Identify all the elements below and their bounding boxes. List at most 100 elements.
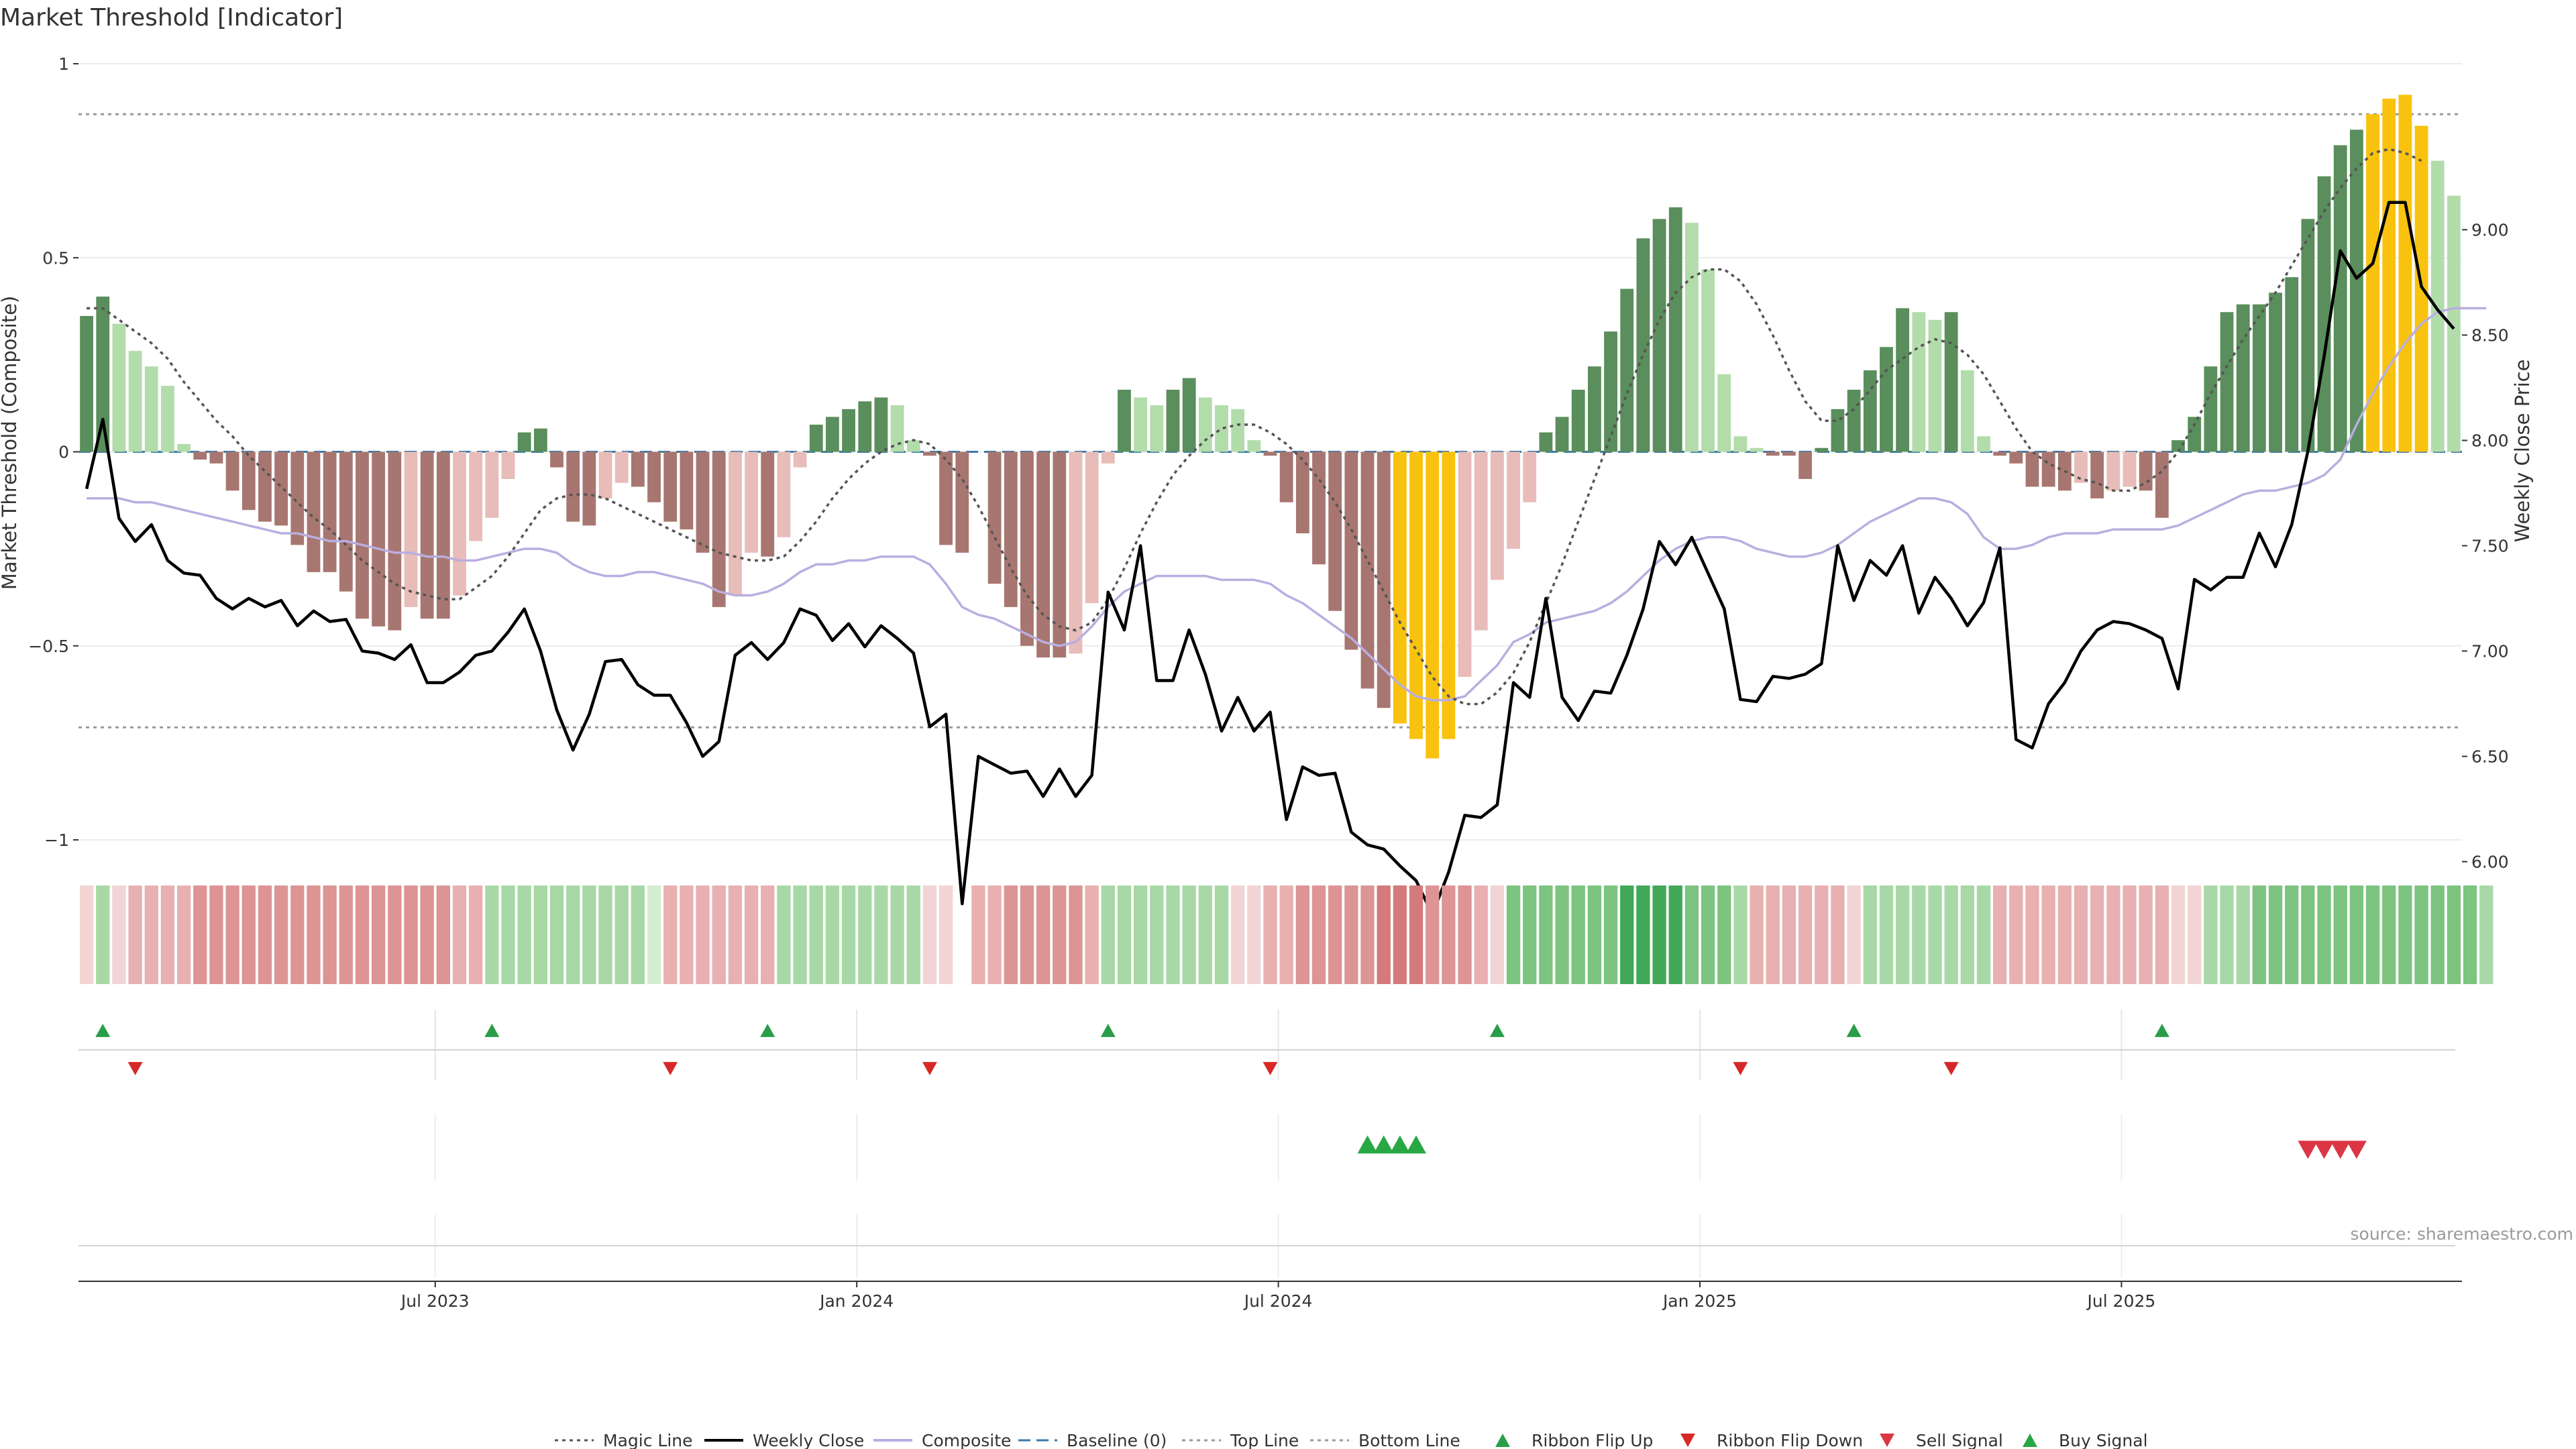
composite-bar bbox=[647, 451, 661, 502]
ribbon-cell bbox=[2041, 885, 2055, 984]
ribbon-cell bbox=[1847, 885, 1861, 984]
ribbon-cell bbox=[1231, 885, 1245, 984]
legend-label: Ribbon Flip Down bbox=[1717, 1431, 1863, 1449]
composite-bar bbox=[955, 451, 969, 553]
composite-bar bbox=[258, 451, 272, 522]
ribbon-cell bbox=[79, 885, 94, 984]
ribbon-cell bbox=[2317, 885, 2331, 984]
y-left-tick-label: −1 bbox=[44, 830, 69, 850]
ribbon-cell bbox=[1085, 885, 1099, 984]
ribbon-cell bbox=[1263, 885, 1277, 984]
legend-label: Baseline (0) bbox=[1067, 1431, 1167, 1449]
composite-bar bbox=[1977, 436, 1990, 452]
composite-bar bbox=[209, 451, 223, 464]
ribbon-cell bbox=[144, 885, 158, 984]
composite-bar bbox=[550, 451, 564, 468]
composite-bar bbox=[1198, 397, 1212, 452]
legend-item: Sell Signal bbox=[1880, 1431, 2003, 1449]
ribbon-cell bbox=[1442, 885, 1456, 984]
composite-bar bbox=[825, 417, 839, 452]
composite-bar bbox=[388, 451, 402, 631]
composite-bar bbox=[598, 451, 612, 498]
composite-bar bbox=[241, 451, 256, 511]
composite-bar bbox=[112, 323, 126, 452]
ribbon-cell bbox=[777, 885, 791, 984]
composite-bar bbox=[1458, 451, 1472, 678]
ribbon-flip-up-marker bbox=[760, 1024, 775, 1037]
ribbon-cell bbox=[1377, 885, 1391, 984]
ribbon-cell bbox=[890, 885, 904, 984]
ribbon-cell bbox=[1539, 885, 1553, 984]
y-axis-right-label: Weekly Close Price bbox=[2511, 360, 2534, 543]
reference-lines bbox=[78, 113, 2462, 729]
y-left-tick-label: 1 bbox=[58, 54, 69, 74]
composite-bar bbox=[939, 451, 953, 545]
ribbon-cell bbox=[2365, 885, 2380, 984]
ribbon-cell bbox=[1117, 885, 1132, 984]
ribbon-cell bbox=[1409, 885, 1424, 984]
sell-signal-marker bbox=[2298, 1140, 2318, 1159]
ribbon-flip-up-marker bbox=[95, 1024, 111, 1037]
ribbon-cell bbox=[1831, 885, 1845, 984]
ribbon-cell bbox=[1198, 885, 1212, 984]
magic-line bbox=[87, 148, 2422, 706]
ribbon-cell bbox=[663, 885, 678, 984]
ribbon-cell bbox=[1311, 885, 1326, 984]
ribbon-cell bbox=[809, 885, 823, 984]
legend-label: Buy Signal bbox=[2059, 1431, 2148, 1449]
ribbon-cell bbox=[1101, 885, 1115, 984]
ribbon-cell bbox=[1960, 885, 1974, 984]
ribbon-cell bbox=[2009, 885, 2023, 984]
weekly-close-line bbox=[85, 201, 2455, 916]
composite-bar bbox=[2269, 292, 2282, 452]
ribbon-cell bbox=[485, 885, 499, 984]
ribbon-cell bbox=[1798, 885, 1813, 984]
ribbon-cell bbox=[2139, 885, 2153, 984]
composite-bar bbox=[1717, 374, 1731, 452]
composite-bars bbox=[80, 95, 2461, 759]
series-lines bbox=[85, 148, 2487, 916]
ribbon-cell bbox=[1474, 885, 1488, 984]
y-right-tick-label: 7.50 bbox=[2471, 537, 2509, 556]
composite-bar bbox=[2025, 451, 2039, 487]
composite-bar bbox=[1587, 366, 1601, 452]
composite-bar bbox=[1231, 409, 1245, 452]
ribbon-cell bbox=[2188, 885, 2202, 984]
composite-bar bbox=[1815, 447, 1829, 452]
legend-item: Ribbon Flip Down bbox=[1680, 1431, 1863, 1449]
legend-item: Weekly Close bbox=[704, 1431, 864, 1449]
y-left-tick-label: 0 bbox=[58, 443, 69, 462]
ribbon-cell bbox=[858, 885, 872, 984]
ribbon-cell bbox=[2123, 885, 2137, 984]
composite-bar bbox=[728, 451, 742, 596]
composite-bar bbox=[906, 440, 920, 452]
composite-bar bbox=[858, 401, 872, 452]
x-tick-label: Jan 2024 bbox=[818, 1291, 894, 1311]
composite-bar bbox=[1069, 451, 1083, 654]
composite-bar bbox=[1766, 451, 1780, 456]
composite-bar bbox=[793, 451, 807, 468]
composite-bar bbox=[1993, 451, 2007, 456]
composite-bar bbox=[923, 451, 936, 456]
ribbon-cell bbox=[2204, 885, 2218, 984]
composite-bar bbox=[517, 432, 531, 452]
ribbon-cell bbox=[1166, 885, 1180, 984]
ribbon-cell bbox=[1214, 885, 1229, 984]
ribbon-cell bbox=[1733, 885, 1748, 984]
x-tick-label: Jan 2025 bbox=[1662, 1291, 1737, 1311]
ribbon-cell bbox=[841, 885, 856, 984]
composite-bar bbox=[1685, 223, 1699, 452]
ribbon-cell bbox=[241, 885, 256, 984]
y-right-tick-label: 7.00 bbox=[2471, 642, 2509, 661]
ribbon-cell bbox=[2382, 885, 2396, 984]
composite-bar bbox=[2041, 451, 2055, 487]
ribbon-cell bbox=[1701, 885, 1715, 984]
ribbon-cell bbox=[96, 885, 110, 984]
ribbon-cell bbox=[1555, 885, 1569, 984]
buy-signal-marker bbox=[1373, 1135, 1394, 1154]
ribbon-cell bbox=[2430, 885, 2445, 984]
legend-swatch-marker bbox=[1495, 1434, 1510, 1447]
ribbon-cell bbox=[1668, 885, 1682, 984]
y-left-tick-label: 0.5 bbox=[42, 248, 69, 268]
composite-bar bbox=[1782, 451, 1796, 456]
